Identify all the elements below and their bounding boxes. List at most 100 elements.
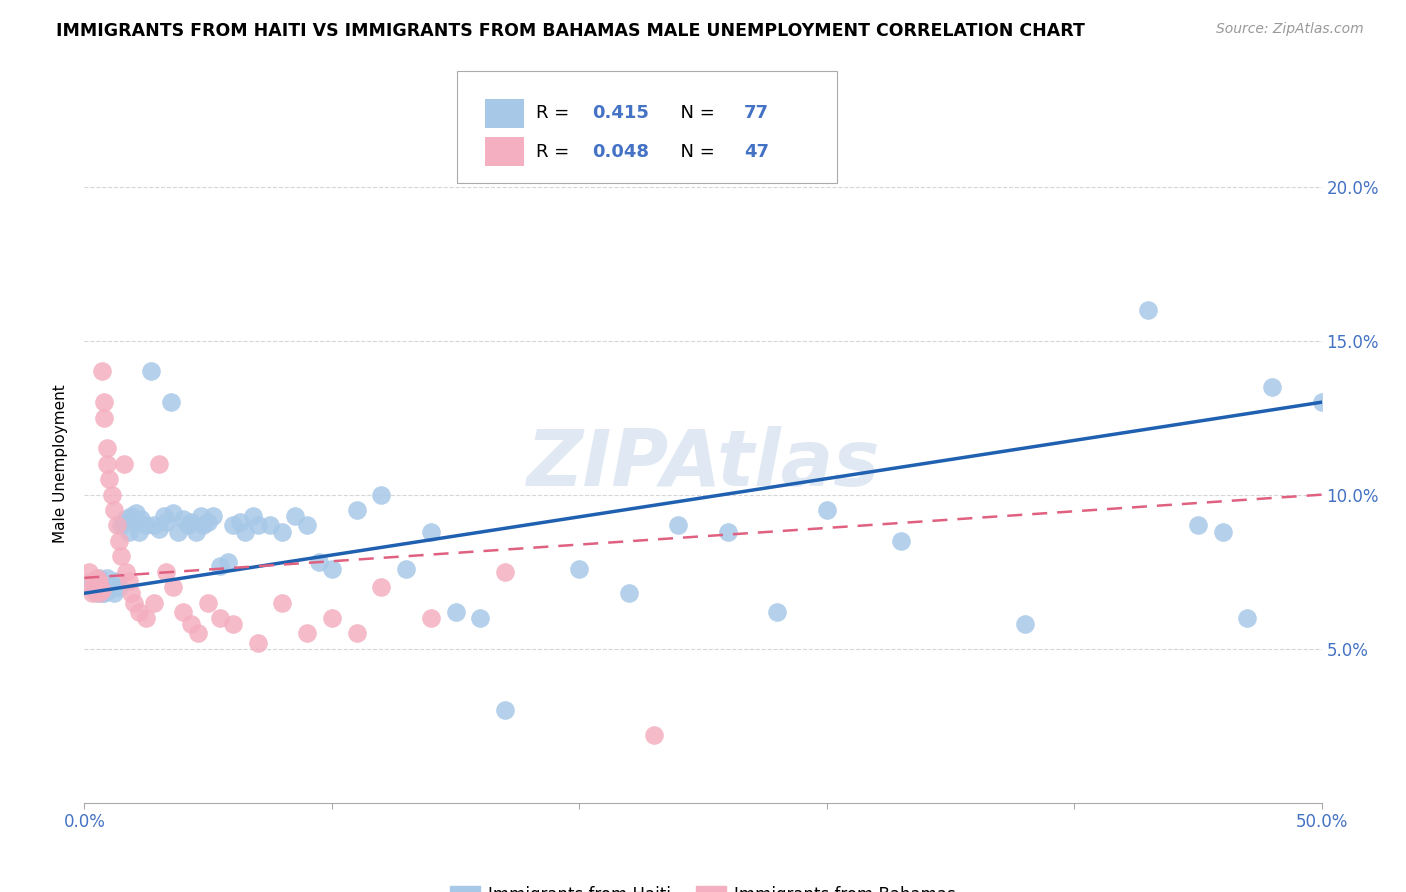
Point xyxy=(141,364,163,378)
Point xyxy=(470,611,492,625)
Point xyxy=(890,533,912,548)
Point xyxy=(160,395,183,409)
Point xyxy=(1212,524,1234,539)
Point xyxy=(202,509,225,524)
Point xyxy=(666,518,689,533)
Point xyxy=(217,556,239,570)
Point xyxy=(155,516,177,530)
Point xyxy=(271,524,294,539)
Point xyxy=(90,586,112,600)
Point xyxy=(1310,395,1333,409)
Point xyxy=(209,558,232,573)
Point xyxy=(112,457,135,471)
Point xyxy=(162,580,184,594)
Point xyxy=(242,509,264,524)
Point xyxy=(89,586,111,600)
Point xyxy=(86,574,108,588)
Point xyxy=(1187,518,1209,533)
Point xyxy=(90,583,112,598)
Point xyxy=(321,611,343,625)
Point xyxy=(98,472,121,486)
Point xyxy=(222,518,245,533)
Point xyxy=(717,524,740,539)
Point xyxy=(129,512,152,526)
Point xyxy=(103,586,125,600)
Point xyxy=(167,524,190,539)
Text: R =: R = xyxy=(536,143,575,161)
Point xyxy=(142,595,165,609)
Point xyxy=(93,410,115,425)
Point xyxy=(148,457,170,471)
Point xyxy=(80,574,103,588)
Point xyxy=(110,518,132,533)
Point xyxy=(187,626,209,640)
Text: 0.048: 0.048 xyxy=(592,143,650,161)
Point xyxy=(115,565,138,579)
Point xyxy=(162,506,184,520)
Point xyxy=(419,524,441,539)
Y-axis label: Male Unemployment: Male Unemployment xyxy=(53,384,69,543)
Point xyxy=(419,611,441,625)
Point xyxy=(89,571,111,585)
Point xyxy=(222,617,245,632)
Point xyxy=(284,509,307,524)
Point xyxy=(180,516,202,530)
Point xyxy=(83,583,105,598)
Point xyxy=(494,565,516,579)
Point xyxy=(90,577,112,591)
Text: N =: N = xyxy=(669,104,721,122)
Point xyxy=(128,524,150,539)
Point xyxy=(568,561,591,575)
Point xyxy=(103,503,125,517)
Point xyxy=(98,583,121,598)
Point xyxy=(100,580,122,594)
Point xyxy=(494,703,516,717)
Text: 77: 77 xyxy=(744,104,769,122)
Point xyxy=(346,503,368,517)
Point xyxy=(1137,302,1160,317)
Point xyxy=(321,561,343,575)
Point xyxy=(96,571,118,585)
Point xyxy=(112,516,135,530)
Point xyxy=(617,586,640,600)
Point xyxy=(105,518,128,533)
Point xyxy=(100,488,122,502)
Point xyxy=(815,503,838,517)
Point xyxy=(108,533,131,548)
Point xyxy=(395,561,418,575)
Point xyxy=(110,549,132,564)
Point xyxy=(177,518,200,533)
Point xyxy=(197,595,219,609)
Point xyxy=(96,442,118,456)
Point xyxy=(80,580,103,594)
Point xyxy=(93,586,115,600)
Point xyxy=(83,583,105,598)
Point xyxy=(152,509,174,524)
Text: 47: 47 xyxy=(744,143,769,161)
Point xyxy=(209,611,232,625)
Point xyxy=(370,580,392,594)
Point xyxy=(93,395,115,409)
Point xyxy=(120,509,142,524)
Point xyxy=(444,605,467,619)
Point xyxy=(90,364,112,378)
Point xyxy=(135,518,157,533)
Point xyxy=(122,516,145,530)
Legend: Immigrants from Haiti, Immigrants from Bahamas: Immigrants from Haiti, Immigrants from B… xyxy=(443,879,963,892)
Point xyxy=(1014,617,1036,632)
Point xyxy=(120,586,142,600)
Point xyxy=(1236,611,1258,625)
Text: ZIPAtlas: ZIPAtlas xyxy=(526,425,880,502)
Point xyxy=(98,577,121,591)
Point xyxy=(79,565,101,579)
Point xyxy=(246,518,269,533)
Point xyxy=(118,574,141,588)
Point xyxy=(142,518,165,533)
Point xyxy=(128,605,150,619)
Point xyxy=(118,524,141,539)
Point xyxy=(86,586,108,600)
Point xyxy=(155,565,177,579)
Point xyxy=(105,574,128,588)
Point xyxy=(148,522,170,536)
Point xyxy=(246,635,269,649)
